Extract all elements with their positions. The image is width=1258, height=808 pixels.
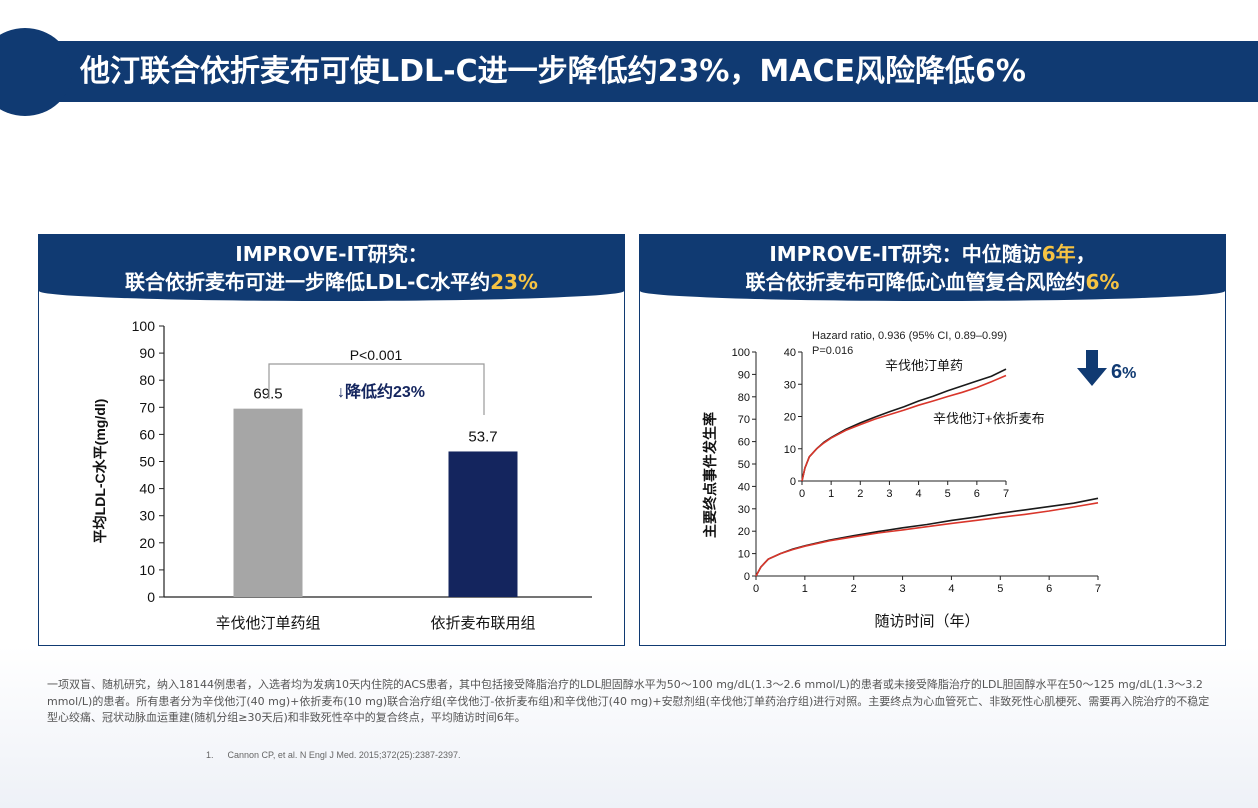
km-main-curves (755, 497, 1099, 577)
km-main-x-tick-label: 5 (997, 583, 1003, 595)
ldl-panel-header-line2-text: 联合依折麦布可进一步降低LDL-C水平约 (125, 270, 491, 294)
page-title: 他汀联合依折麦布可使LDL-C进一步降低约23%，MACE风险降低6% (80, 54, 1026, 89)
ldl-bar-chart: 平均LDL-C水平(mg/dl) 0102030405060708090100 … (92, 318, 592, 632)
km-main-y-tick-label: 40 (738, 481, 750, 493)
km-inset-y-tick-label: 10 (784, 444, 796, 456)
km-chart-ylabel: 主要终点事件发生率 (702, 412, 718, 538)
reduction-value: 6% (1111, 361, 1136, 383)
bar-y-tick-label: 0 (147, 589, 155, 605)
reduction-unit: % (1122, 365, 1136, 382)
km-chart-xlabel: 随访时间（年） (874, 613, 979, 630)
bar (233, 408, 303, 597)
bar-y-tick-label: 40 (139, 481, 155, 497)
hazard-ratio-text: Hazard ratio, 0.936 (95% CI, 0.89–0.99) (812, 330, 1007, 342)
mace-panel-header-line1-text: IMPROVE-IT研究：中位随访 (769, 242, 1042, 266)
series-label-combination: 辛伐他汀+依折麦布 (933, 411, 1045, 426)
mace-panel-header-line2: 联合依折麦布可降低心血管复合风险约6% (640, 268, 1225, 296)
mace-km-chart: 主要终点事件发生率 随访时间（年） 0102030405060708090100… (702, 330, 1136, 630)
km-main-curve-combination (755, 502, 1099, 577)
bar-y-tick-label: 10 (139, 562, 155, 578)
bar-value-label: 69.5 (253, 386, 282, 403)
km-main-x-tick-label: 7 (1095, 583, 1101, 595)
km-inset-curves (801, 368, 1007, 482)
km-inset-x-tick-label: 3 (886, 488, 892, 500)
km-inset-x-tick-label: 1 (828, 488, 834, 500)
km-main-y-tick-label: 80 (738, 392, 750, 404)
bar-chart-bars: 69.5 辛伐他汀单药组 53.7 依折麦布联用组 (215, 386, 535, 632)
km-main-y-tick-label: 100 (732, 347, 750, 359)
km-inset-curve-combination (801, 374, 1007, 482)
reduction-annotation: ↓降低约23% (337, 382, 425, 401)
significance-bracket (268, 363, 485, 415)
mace-panel-header: IMPROVE-IT研究：中位随访6年， 联合依折麦布可降低心血管复合风险约6% (640, 235, 1225, 301)
series-label-monotherapy: 辛伐他汀单药 (885, 358, 963, 373)
ldl-panel: IMPROVE-IT研究： 联合依折麦布可进一步降低LDL-C水平约23% 平均… (38, 234, 625, 646)
bar (448, 451, 518, 597)
km-inset-axes: 0 10 20 30 40 0 1 2 3 4 5 6 7 (784, 347, 1009, 500)
km-main-y-tick-label: 70 (738, 414, 750, 426)
km-main-y-tick-label: 10 (738, 549, 750, 561)
km-main-y-tick-label: 0 (744, 571, 750, 583)
km-main-x-tick-label: 3 (900, 583, 906, 595)
reference-number: 1. (206, 750, 214, 760)
km-inset-x-tick-label: 7 (1003, 488, 1009, 500)
title-decoration-circle (0, 28, 72, 116)
km-main-curve-monotherapy (755, 497, 1099, 577)
bar-category-label: 辛伐他汀单药组 (215, 615, 320, 632)
km-main-x-tick-label: 1 (802, 583, 808, 595)
km-inset-x-tick-label: 0 (799, 488, 805, 500)
title-bar (0, 41, 1258, 102)
bar-chart-ylabel: 平均LDL-C水平(mg/dl) (92, 399, 108, 544)
ldl-panel-header-highlight: 23% (490, 270, 538, 294)
km-inset-x-tick-label: 6 (974, 488, 980, 500)
km-main-y-tick-label: 90 (738, 369, 750, 381)
study-footnote: 一项双盲、随机研究，纳入18144例患者，入选者均为发病10天内住院的ACS患者… (47, 678, 1210, 724)
bar-y-tick-label: 30 (139, 508, 155, 524)
reference-text: Cannon CP, et al. N Engl J Med. 2015;372… (227, 750, 461, 760)
mace-panel-header-line1-suffix: ， (1075, 242, 1096, 266)
ldl-panel-header-line1: IMPROVE-IT研究： (235, 242, 428, 266)
bar-y-tick-label: 20 (139, 535, 155, 551)
bar-chart-axes: 0 10 20 30 40 50 60 70 80 90 100 (132, 318, 592, 605)
km-main-y-tick-label: 50 (738, 459, 750, 471)
mace-panel-header-line1: IMPROVE-IT研究：中位随访6年， (640, 235, 1225, 268)
mace-panel-header-line1-highlight: 6年 (1041, 242, 1076, 266)
bar-y-tick-label: 70 (139, 399, 155, 415)
km-inset-y-tick-label: 0 (790, 476, 796, 488)
p-value-text: P=0.016 (812, 345, 853, 357)
mace-panel: IMPROVE-IT研究：中位随访6年， 联合依折麦布可降低心血管复合风险约6%… (639, 234, 1226, 646)
km-inset-x-tick-label: 5 (945, 488, 951, 500)
km-inset-y-tick-label: 40 (784, 347, 796, 359)
bar-y-tick-label: 50 (139, 454, 155, 470)
km-inset-x-tick-label: 2 (857, 488, 863, 500)
bar-y-tick-label: 90 (139, 345, 155, 361)
bar-y-tick-label: 100 (132, 318, 156, 334)
mace-panel-header-line2-text: 联合依折麦布可降低心血管复合风险约 (745, 270, 1086, 294)
ldl-panel-header-line2: 联合依折麦布可进一步降低LDL-C水平约23% (39, 268, 624, 296)
km-main-x-tick-label: 6 (1046, 583, 1052, 595)
km-inset-y-tick-label: 30 (784, 379, 796, 391)
bar-value-label: 53.7 (468, 428, 497, 445)
reduction-arrow-icon (1077, 350, 1107, 386)
bar-y-tick-label: 60 (139, 426, 155, 442)
km-main-x-tick-label: 2 (851, 583, 857, 595)
significance-p-value: P<0.001 (350, 347, 403, 363)
reference: 1. Cannon CP, et al. N Engl J Med. 2015;3… (206, 750, 461, 760)
mace-panel-header-highlight: 6% (1085, 270, 1120, 294)
km-inset-x-tick-label: 4 (916, 488, 922, 500)
reduction-number: 6 (1111, 361, 1122, 383)
km-main-x-tick-label: 0 (753, 583, 759, 595)
km-inset-y-tick-label: 20 (784, 412, 796, 424)
km-main-y-tick-label: 30 (738, 504, 750, 516)
bar-chart-annotations: P<0.001 ↓降低约23% (268, 347, 485, 415)
km-main-x-tick-label: 4 (948, 583, 954, 595)
km-main-y-tick-label: 20 (738, 526, 750, 538)
ldl-panel-header: IMPROVE-IT研究： 联合依折麦布可进一步降低LDL-C水平约23% (39, 235, 624, 301)
km-main-y-tick-label: 60 (738, 437, 750, 449)
bar-y-tick-label: 80 (139, 372, 155, 388)
bar-category-label: 依折麦布联用组 (430, 615, 535, 632)
